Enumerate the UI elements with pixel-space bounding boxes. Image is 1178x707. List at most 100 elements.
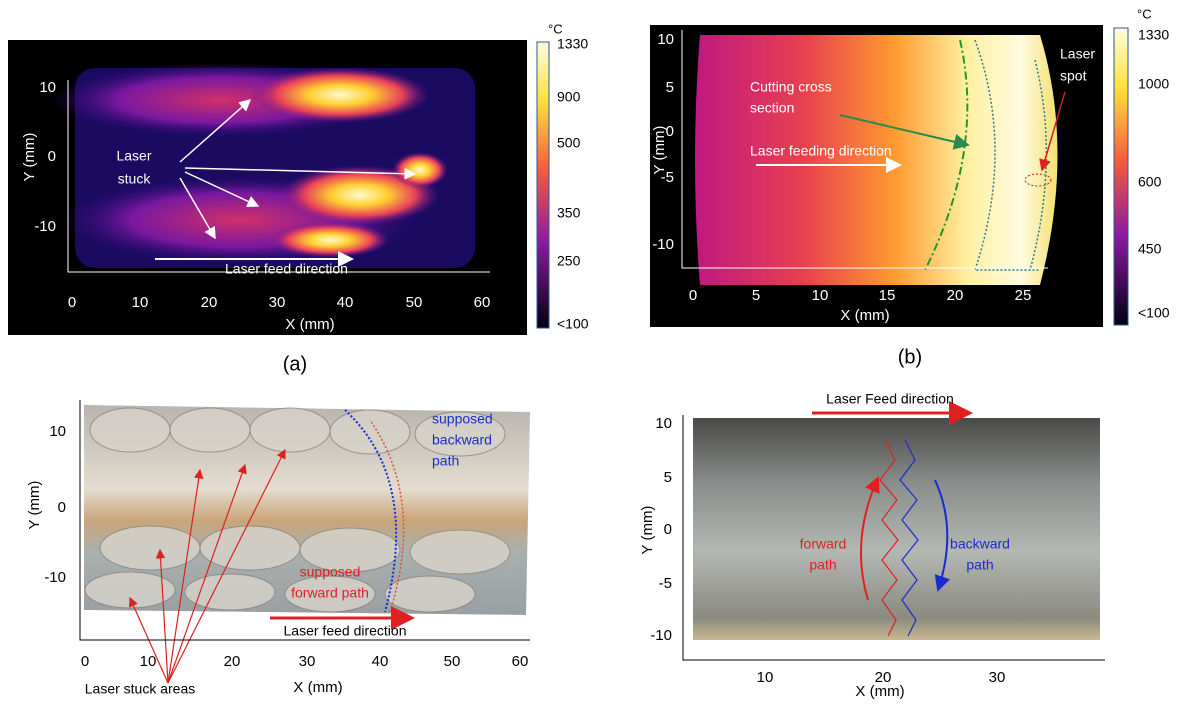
photo <box>693 418 1100 640</box>
x-tick-label: 20 <box>947 287 964 304</box>
y-tick-label: -10 <box>44 569 66 586</box>
annotation: Laser stuck areas <box>85 681 196 697</box>
laser-spot <box>1024 173 1052 187</box>
panel-b <box>650 25 1129 327</box>
cut-line <box>924 39 969 271</box>
colorbar-tick-label: 1000 <box>1138 76 1169 92</box>
annotation: forward path <box>291 585 369 601</box>
zone-line <box>1029 59 1048 271</box>
panel-label: (a) <box>283 353 307 375</box>
annotation: Laser feed direction <box>225 261 348 277</box>
colorbar <box>536 41 550 329</box>
x-tick-label: 30 <box>299 653 316 670</box>
y-tick-label: 0 <box>58 499 66 516</box>
y-axis-label: Y (mm) <box>639 506 656 555</box>
colorbar-unit: °C <box>1137 6 1152 21</box>
annotation: supposed <box>300 564 361 580</box>
colorbar-tick-label: 1330 <box>557 36 588 52</box>
heat-region <box>392 152 448 188</box>
annotation: section <box>750 100 794 116</box>
colorbar-tick-label: <100 <box>1138 305 1170 321</box>
x-tick-label: 20 <box>201 294 218 311</box>
x-tick-label: 10 <box>757 669 774 686</box>
colorbar <box>1113 27 1129 326</box>
colorbar-unit: °C <box>548 21 563 36</box>
x-tick-label: 15 <box>879 287 896 304</box>
x-tick-label: 10 <box>132 294 149 311</box>
annotation: path <box>966 557 993 573</box>
annotation: path <box>432 453 459 469</box>
y-tick-label: -5 <box>659 575 672 592</box>
annotation: forward <box>800 536 847 552</box>
x-axis-label: X (mm) <box>855 683 904 700</box>
y-tick-label: -10 <box>650 627 672 644</box>
panel-label: (b) <box>898 346 922 368</box>
x-tick-label: 10 <box>812 287 829 304</box>
x-tick-label: 20 <box>224 653 241 670</box>
panel-c <box>79 400 530 684</box>
x-tick-label: 50 <box>444 653 461 670</box>
x-tick-label: 40 <box>372 653 389 670</box>
y-axis-label: Y (mm) <box>26 481 43 530</box>
annotation: stuck <box>118 171 152 187</box>
x-tick-label: 20 <box>875 669 892 686</box>
axes <box>681 30 1048 269</box>
annotation: backward <box>950 536 1010 552</box>
y-tick-label: 10 <box>657 31 674 48</box>
colorbar-tick-label: 600 <box>1138 174 1162 190</box>
x-tick-label: 60 <box>474 294 491 311</box>
x-tick-label: 60 <box>512 653 529 670</box>
colorbar-tick-label: 1330 <box>1138 27 1169 43</box>
x-tick-label: 25 <box>1015 287 1032 304</box>
heat-region <box>250 67 430 123</box>
x-tick-label: 5 <box>752 287 760 304</box>
colorbar-tick-label: <100 <box>557 316 589 332</box>
y-tick-label: -5 <box>661 169 674 186</box>
colorbar-tick-label: 450 <box>1138 241 1162 257</box>
axes <box>67 80 490 273</box>
y-tick-label: 0 <box>48 148 56 165</box>
x-axis-label: X (mm) <box>840 307 889 324</box>
panel-a <box>8 40 550 335</box>
colorbar-tick-label: 350 <box>557 205 581 221</box>
y-axis-label: Y (mm) <box>651 126 668 175</box>
x-tick-label: 0 <box>689 287 697 304</box>
y-tick-label: 10 <box>49 423 66 440</box>
x-axis-label: X (mm) <box>285 316 334 333</box>
colorbar-tick-label: 250 <box>557 253 581 269</box>
annotation: Laser feeding direction <box>750 143 892 159</box>
y-tick-label: 0 <box>666 123 674 140</box>
zone-line <box>973 39 1040 271</box>
y-tick-label: 5 <box>664 469 672 486</box>
annotation: spot <box>1060 68 1087 84</box>
annotation: Laser <box>1060 46 1095 62</box>
x-tick-label: 40 <box>337 294 354 311</box>
y-tick-label: 0 <box>664 521 672 538</box>
y-tick-label: -10 <box>34 218 56 235</box>
annotation: Laser <box>116 148 151 164</box>
y-tick-label: 10 <box>655 415 672 432</box>
panel-d <box>682 401 1105 661</box>
annotation: supposed <box>432 411 493 427</box>
x-tick-label: 30 <box>989 669 1006 686</box>
annotation: path <box>809 557 836 573</box>
x-tick-label: 10 <box>140 653 157 670</box>
heat-region <box>270 222 390 258</box>
y-axis-label: Y (mm) <box>21 133 38 182</box>
y-tick-label: 5 <box>666 79 674 96</box>
colorbar-tick-label: 900 <box>557 89 581 105</box>
x-tick-label: 0 <box>81 653 89 670</box>
annotation: Laser Feed direction <box>826 391 954 407</box>
colorbar-tick-label: 500 <box>557 135 581 151</box>
x-axis-label: X (mm) <box>293 679 342 696</box>
axes <box>682 415 1105 661</box>
x-tick-label: 30 <box>269 294 286 311</box>
annotation: Laser feed direction <box>284 623 407 639</box>
y-tick-label: -10 <box>652 236 674 253</box>
y-tick-label: 10 <box>39 79 56 96</box>
annotation: Cutting cross <box>750 79 832 95</box>
annotation: backward <box>432 432 492 448</box>
axes <box>79 400 530 641</box>
